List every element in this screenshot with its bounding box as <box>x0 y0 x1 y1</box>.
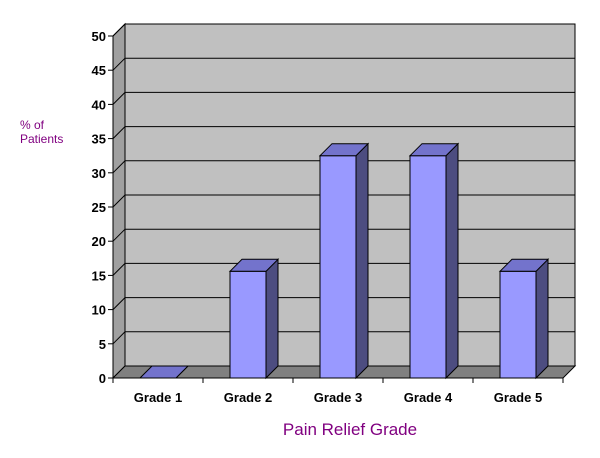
bar <box>408 142 460 380</box>
bar-top <box>318 143 370 157</box>
x-axis-label: Pain Relief Grade <box>282 420 418 439</box>
bars <box>138 142 550 380</box>
y-tick-label: 45 <box>92 63 106 78</box>
bar-side <box>265 258 279 380</box>
y-tick-label: 15 <box>92 268 106 283</box>
gridline <box>112 126 575 139</box>
bar-top <box>228 258 280 272</box>
bar <box>498 258 550 380</box>
y-tick-label: 30 <box>92 166 106 181</box>
x-tick-labels: Grade 1 Grade 2 Grade 3 Grade 4 Grade 5 <box>134 390 542 405</box>
x-tick-label: Grade 5 <box>494 390 542 405</box>
bar-top <box>498 258 550 272</box>
gridline <box>112 57 575 71</box>
axes <box>108 35 564 383</box>
y-axis-label: % of Patients <box>20 118 64 146</box>
bar-side <box>355 142 369 380</box>
bar-front <box>319 155 357 379</box>
x-tick-label: Grade 3 <box>314 390 362 405</box>
bar-top <box>408 143 460 157</box>
gridline <box>112 23 575 37</box>
x-tick-label: Grade 4 <box>404 390 453 405</box>
y-tick-label: 50 <box>92 29 106 44</box>
y-tick-label: 5 <box>99 337 106 352</box>
bar <box>228 258 280 380</box>
x-tick-label: Grade 2 <box>224 390 272 405</box>
y-tick-label: 20 <box>92 234 106 249</box>
y-tick-labels: 0 5 10 15 20 25 30 35 40 45 50 <box>92 29 106 386</box>
gridline <box>112 91 575 105</box>
y-tick-label: 35 <box>92 132 106 147</box>
bar-side <box>535 258 549 380</box>
bar-front <box>499 270 537 379</box>
bar <box>318 142 370 380</box>
x-tick-label: Grade 1 <box>134 390 182 405</box>
y-tick-label: 40 <box>92 97 106 112</box>
bar-front <box>409 155 447 379</box>
y-tick-label: 10 <box>92 303 106 318</box>
bar-front <box>229 270 267 379</box>
y-tick-label: 0 <box>99 371 106 386</box>
y-tick-label: 25 <box>92 200 106 215</box>
bar-side <box>445 142 459 380</box>
